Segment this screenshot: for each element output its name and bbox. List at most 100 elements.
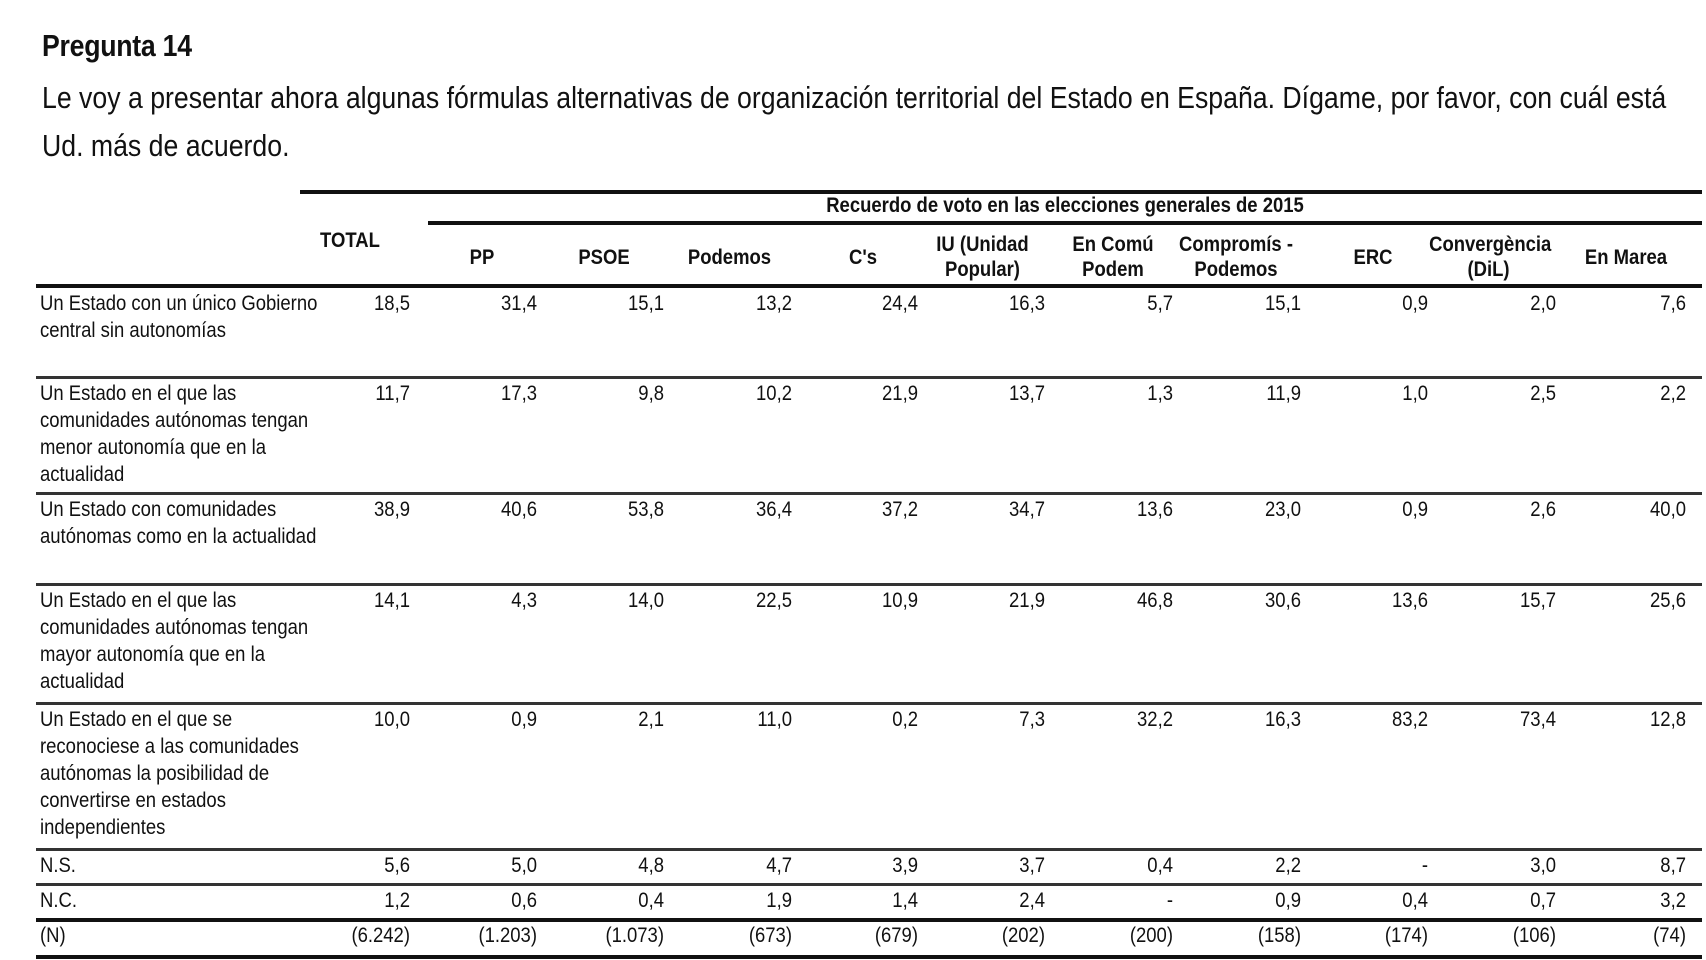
table-cell: (679)	[874, 924, 918, 947]
table-cell: 5,6	[384, 854, 410, 877]
table-cell: 16,3	[1265, 708, 1301, 731]
header-bottom-rule	[36, 284, 1702, 288]
row-divider	[36, 883, 1702, 886]
row-label: N.C.	[40, 889, 77, 912]
table-cell: 30,6	[1265, 589, 1301, 612]
table-cell: 83,2	[1392, 708, 1428, 731]
table-cell: 15,1	[628, 292, 664, 315]
table-cell: 1,9	[766, 889, 792, 912]
table-cell: 4,7	[766, 854, 792, 877]
table-cell: 0,4	[638, 889, 664, 912]
column-header: PP	[469, 246, 495, 269]
table-cell: 1,2	[384, 889, 410, 912]
table-cell: (1.203)	[478, 924, 537, 947]
column-header: TOTAL	[320, 229, 380, 252]
table-cell: 4,3	[511, 589, 537, 612]
table-cell: 17,3	[501, 382, 537, 405]
column-header: C's	[848, 246, 878, 269]
table-cell: 38,9	[374, 498, 410, 521]
table-cell: 14,1	[374, 589, 410, 612]
table-cell: 0,9	[1402, 498, 1428, 521]
table-cell: 32,2	[1137, 708, 1173, 731]
table-cell: 21,9	[1009, 589, 1045, 612]
column-header: Compromís -Podemos	[1179, 233, 1293, 281]
table-cell: 3,7	[1019, 854, 1045, 877]
table-cell: 0,9	[1275, 889, 1301, 912]
table-cell: 37,2	[882, 498, 918, 521]
table-cell: 2,2	[1660, 382, 1686, 405]
table-cell: 0,4	[1402, 889, 1428, 912]
table-cell: 5,0	[511, 854, 537, 877]
table-cell: (673)	[748, 924, 792, 947]
table-cell: (6.242)	[351, 924, 410, 947]
table-cell: 0,9	[1402, 292, 1428, 315]
row-label: Un Estado con un único Gobierno central …	[40, 292, 318, 342]
table-cell: 21,9	[882, 382, 918, 405]
column-header: IU (Unidad Popular)	[936, 233, 1029, 281]
table-cell: 73,4	[1520, 708, 1556, 731]
table-cell: 13,6	[1392, 589, 1428, 612]
group-header-rule	[428, 221, 1702, 225]
row-label: (N)	[40, 924, 66, 947]
table-cell: 1,4	[892, 889, 918, 912]
table-cell: 40,6	[501, 498, 537, 521]
row-divider	[36, 918, 1702, 922]
table-cell: 2,5	[1530, 382, 1556, 405]
table-cell: 24,4	[882, 292, 918, 315]
column-header: En Comú Podem	[1072, 233, 1154, 281]
table-cell: 0,6	[511, 889, 537, 912]
table-cell: (106)	[1512, 924, 1556, 947]
table-cell: (158)	[1257, 924, 1301, 947]
table-cell: 4,8	[638, 854, 664, 877]
row-label: Un Estado con comunidades autónomas como…	[40, 498, 317, 548]
table-cell: 1,3	[1147, 382, 1173, 405]
column-header: Convergència (DiL)	[1429, 233, 1552, 281]
table-cell: 0,2	[892, 708, 918, 731]
row-label: Un Estado en el que se reconociese a las…	[40, 708, 299, 839]
table-cell: 7,6	[1660, 292, 1686, 315]
table-cell: 13,7	[1009, 382, 1045, 405]
row-divider	[36, 376, 1702, 379]
table-cell: 2,6	[1530, 498, 1556, 521]
table-cell: 0,9	[511, 708, 537, 731]
table-cell: 13,6	[1137, 498, 1173, 521]
column-header: En Marea	[1584, 246, 1668, 269]
table-cell: 0,4	[1147, 854, 1173, 877]
row-label: Un Estado en el que las comunidades autó…	[40, 589, 309, 693]
table-top-rule	[300, 190, 1702, 194]
column-header: ERC	[1353, 246, 1393, 269]
column-header: Podemos	[687, 246, 772, 269]
table-cell: 3,0	[1530, 854, 1556, 877]
table-cell: 23,0	[1265, 498, 1301, 521]
column-header: PSOE	[578, 246, 630, 269]
table-cell: 31,4	[501, 292, 537, 315]
table-cell: 1,0	[1402, 382, 1428, 405]
table-cell: 18,5	[374, 292, 410, 315]
table-cell: 25,6	[1650, 589, 1686, 612]
table-cell: 5,7	[1147, 292, 1173, 315]
table-cell: (200)	[1129, 924, 1173, 947]
row-divider	[36, 583, 1702, 586]
table-cell: 11,0	[757, 708, 792, 731]
table-cell: 15,7	[1520, 589, 1556, 612]
table-cell: 0,7	[1530, 889, 1556, 912]
table-cell: (202)	[1001, 924, 1045, 947]
table-cell: 40,0	[1650, 498, 1686, 521]
table-cell: 53,8	[628, 498, 664, 521]
table-cell: 8,7	[1660, 854, 1686, 877]
table-cell: (74)	[1653, 924, 1686, 947]
table-cell: 2,2	[1275, 854, 1301, 877]
table-cell: 10,2	[756, 382, 792, 405]
table-cell: 16,3	[1009, 292, 1045, 315]
group-header: Recuerdo de voto en las elecciones gener…	[826, 194, 1304, 217]
table-cell: 11,7	[375, 382, 410, 405]
table-cell: 3,9	[892, 854, 918, 877]
table-cell: 15,1	[1265, 292, 1301, 315]
row-divider	[36, 492, 1702, 495]
table-cell: 14,0	[628, 589, 664, 612]
table-cell: 34,7	[1009, 498, 1045, 521]
table-cell: 10,9	[882, 589, 918, 612]
table-cell: 3,2	[1660, 889, 1686, 912]
row-divider	[36, 848, 1702, 851]
table-cell: 2,4	[1019, 889, 1045, 912]
